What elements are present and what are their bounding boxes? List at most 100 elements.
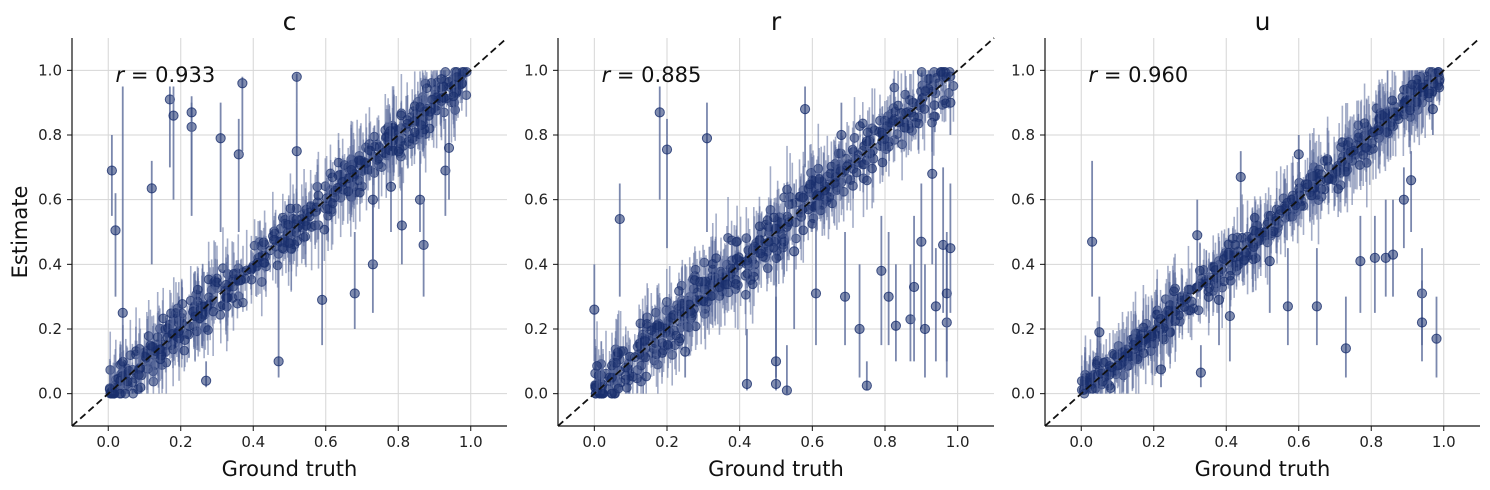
data-point	[1282, 301, 1293, 312]
x-tick-label: 0.2	[655, 433, 679, 451]
data-point	[854, 323, 865, 335]
correlation-annotation: r = 0.933	[116, 63, 216, 87]
x-tick-label: 0.4	[241, 433, 265, 451]
data-point	[1353, 132, 1364, 143]
data-point	[1340, 343, 1351, 354]
data-point	[1105, 383, 1116, 394]
data-point	[1354, 160, 1365, 170]
data-point	[349, 288, 360, 299]
y-tick-label: 0.0	[38, 385, 62, 403]
data-point	[208, 306, 219, 317]
data-point	[1418, 82, 1428, 93]
data-point	[636, 360, 647, 371]
data-point	[848, 180, 858, 191]
data-point	[741, 378, 753, 390]
point-cloud	[1076, 67, 1445, 399]
data-point	[1427, 104, 1438, 115]
x-tick-label: 0.4	[728, 433, 752, 451]
data-point	[177, 299, 188, 309]
x-tick-label: 0.6	[314, 433, 338, 451]
data-point	[755, 248, 766, 259]
outlier-points	[1087, 96, 1442, 388]
x-tick-label: 0.6	[800, 433, 824, 451]
data-point	[1369, 252, 1380, 263]
data-point	[259, 258, 270, 268]
data-point	[1179, 301, 1190, 312]
data-point	[201, 375, 212, 386]
data-point	[1406, 175, 1417, 186]
identity-line	[1044, 37, 1481, 427]
data-point	[319, 224, 330, 235]
data-point	[233, 149, 244, 160]
data-point	[839, 291, 851, 302]
data-point	[1293, 149, 1304, 160]
data-point	[313, 190, 324, 201]
data-point	[905, 314, 916, 325]
data-point	[268, 234, 279, 245]
data-point	[919, 104, 930, 114]
data-point	[781, 385, 793, 396]
y-tick-label: 0.8	[524, 126, 548, 144]
correlation-annotation: r = 0.885	[602, 63, 702, 87]
x-tick-label: 0.0	[582, 433, 606, 451]
data-point	[598, 388, 608, 399]
data-point	[158, 313, 169, 324]
data-point	[814, 174, 825, 184]
data-point	[396, 220, 407, 231]
data-point	[110, 225, 121, 236]
data-point	[1306, 190, 1317, 201]
data-point	[167, 328, 178, 339]
data-point	[740, 289, 751, 300]
identity-line	[71, 37, 508, 427]
panel-title: c	[283, 7, 297, 36]
data-point	[168, 110, 179, 121]
data-point	[855, 121, 865, 131]
data-point	[1147, 331, 1158, 342]
data-point	[654, 107, 665, 118]
y-tick-label: 0.4	[524, 255, 548, 273]
correlation-value: = 0.933	[124, 63, 215, 87]
data-point	[621, 382, 632, 393]
data-point	[798, 192, 809, 203]
x-axis-label: Ground truth	[222, 457, 358, 481]
data-point	[396, 110, 406, 121]
data-point	[1087, 236, 1098, 247]
x-tick-label: 0.8	[386, 433, 410, 451]
y-tick-label: 0.4	[38, 255, 62, 273]
data-point	[291, 71, 302, 82]
data-point	[618, 346, 629, 356]
x-tick-label: 1.0	[1432, 433, 1456, 451]
data-point	[639, 336, 650, 346]
data-point	[114, 388, 125, 399]
data-point	[409, 127, 420, 138]
x-axis-label: Ground truth	[708, 457, 844, 481]
data-point	[781, 222, 792, 232]
y-tick-label: 0.2	[524, 320, 548, 338]
panel-title: r	[771, 7, 782, 36]
data-point	[754, 221, 765, 232]
data-point	[861, 136, 872, 147]
data-point	[1302, 179, 1313, 190]
data-point	[1192, 230, 1203, 241]
data-point	[674, 286, 684, 296]
data-point	[722, 279, 733, 290]
data-point	[1377, 110, 1387, 120]
x-tick-label: 0.2	[1142, 433, 1166, 451]
identity-line	[557, 37, 995, 427]
data-point	[272, 260, 283, 271]
correlation-symbol: r	[1089, 63, 1099, 87]
data-point	[135, 382, 146, 393]
data-point	[941, 288, 952, 299]
data-point	[440, 165, 451, 176]
data-point	[657, 348, 668, 358]
y-tick-label: 0.0	[1011, 385, 1035, 403]
data-point	[592, 360, 602, 371]
data-point	[203, 325, 213, 335]
data-point	[277, 243, 288, 254]
data-point	[1321, 175, 1332, 186]
data-point	[1387, 95, 1398, 106]
data-point	[899, 122, 910, 133]
data-point	[930, 301, 941, 312]
panel-u: u Ground truth r = 0.960 0.0 0.2 0.4 0.6 0.8…	[1011, 7, 1481, 481]
y-tick-label: 0.2	[38, 320, 62, 338]
